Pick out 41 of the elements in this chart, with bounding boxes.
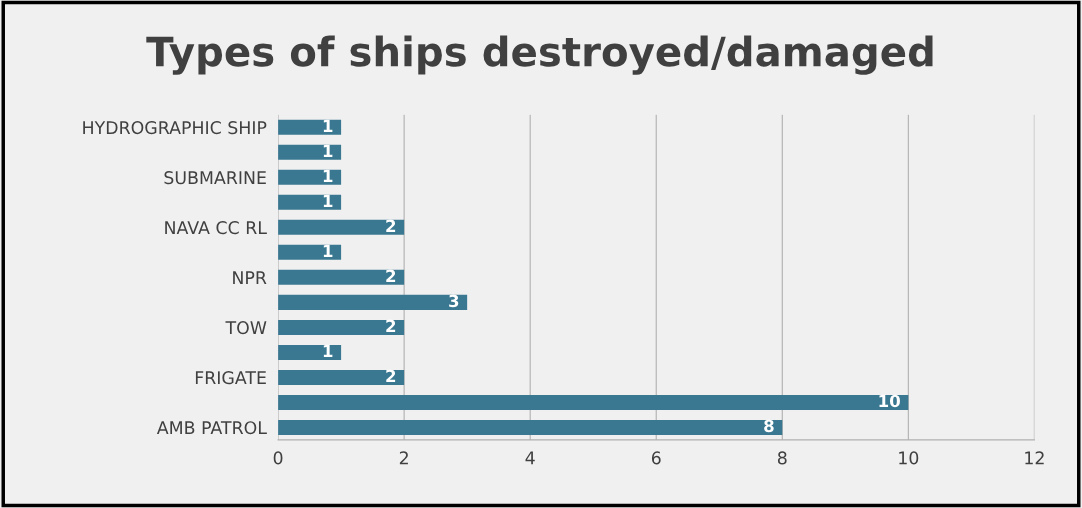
data-label: 1	[323, 244, 333, 257]
y-tick-label: FRIGATE	[195, 371, 266, 385]
bar	[278, 419, 783, 435]
x-tick-label: 2	[399, 451, 408, 465]
x-tick-label: 10	[899, 451, 919, 465]
bar	[278, 119, 342, 135]
bar	[278, 394, 909, 410]
y-tick-label: SUBMARINE	[164, 171, 266, 185]
y-tick-label: HYDROGRAPHIC SHIP	[83, 121, 267, 135]
data-label: 3	[449, 294, 459, 308]
bar	[278, 369, 405, 385]
bar	[278, 269, 405, 285]
bar	[278, 319, 405, 335]
data-label: 2	[386, 319, 396, 332]
data-label: 1	[323, 144, 333, 157]
data-label: 1	[323, 194, 333, 207]
data-label: 1	[323, 119, 333, 132]
data-label: 2	[386, 269, 396, 282]
y-tick-label: NAVA CC RL	[165, 221, 267, 235]
chart-title: Types of ships destroyed/damaged	[146, 35, 933, 75]
bar	[278, 344, 342, 360]
bar	[278, 169, 342, 185]
data-label: 2	[386, 369, 396, 382]
x-tick-label: 12	[1025, 451, 1044, 465]
bar	[278, 294, 468, 310]
bar	[278, 194, 342, 210]
bar	[278, 244, 342, 260]
data-label: 8	[764, 419, 774, 433]
x-tick-label: 0	[273, 451, 283, 465]
x-tick-label: 8	[777, 451, 787, 465]
data-label: 1	[323, 169, 333, 182]
bar	[278, 219, 405, 235]
x-tick-label: 4	[525, 451, 535, 465]
y-tick-label: TOW	[225, 321, 267, 335]
data-label: 2	[386, 219, 396, 232]
data-label: 10	[879, 394, 900, 408]
bar	[278, 144, 342, 160]
data-label: 1	[323, 344, 333, 357]
y-tick-label: NPR	[233, 271, 267, 284]
y-tick-label: AMB PATROL	[156, 421, 267, 435]
x-tick-label: 6	[651, 451, 661, 465]
